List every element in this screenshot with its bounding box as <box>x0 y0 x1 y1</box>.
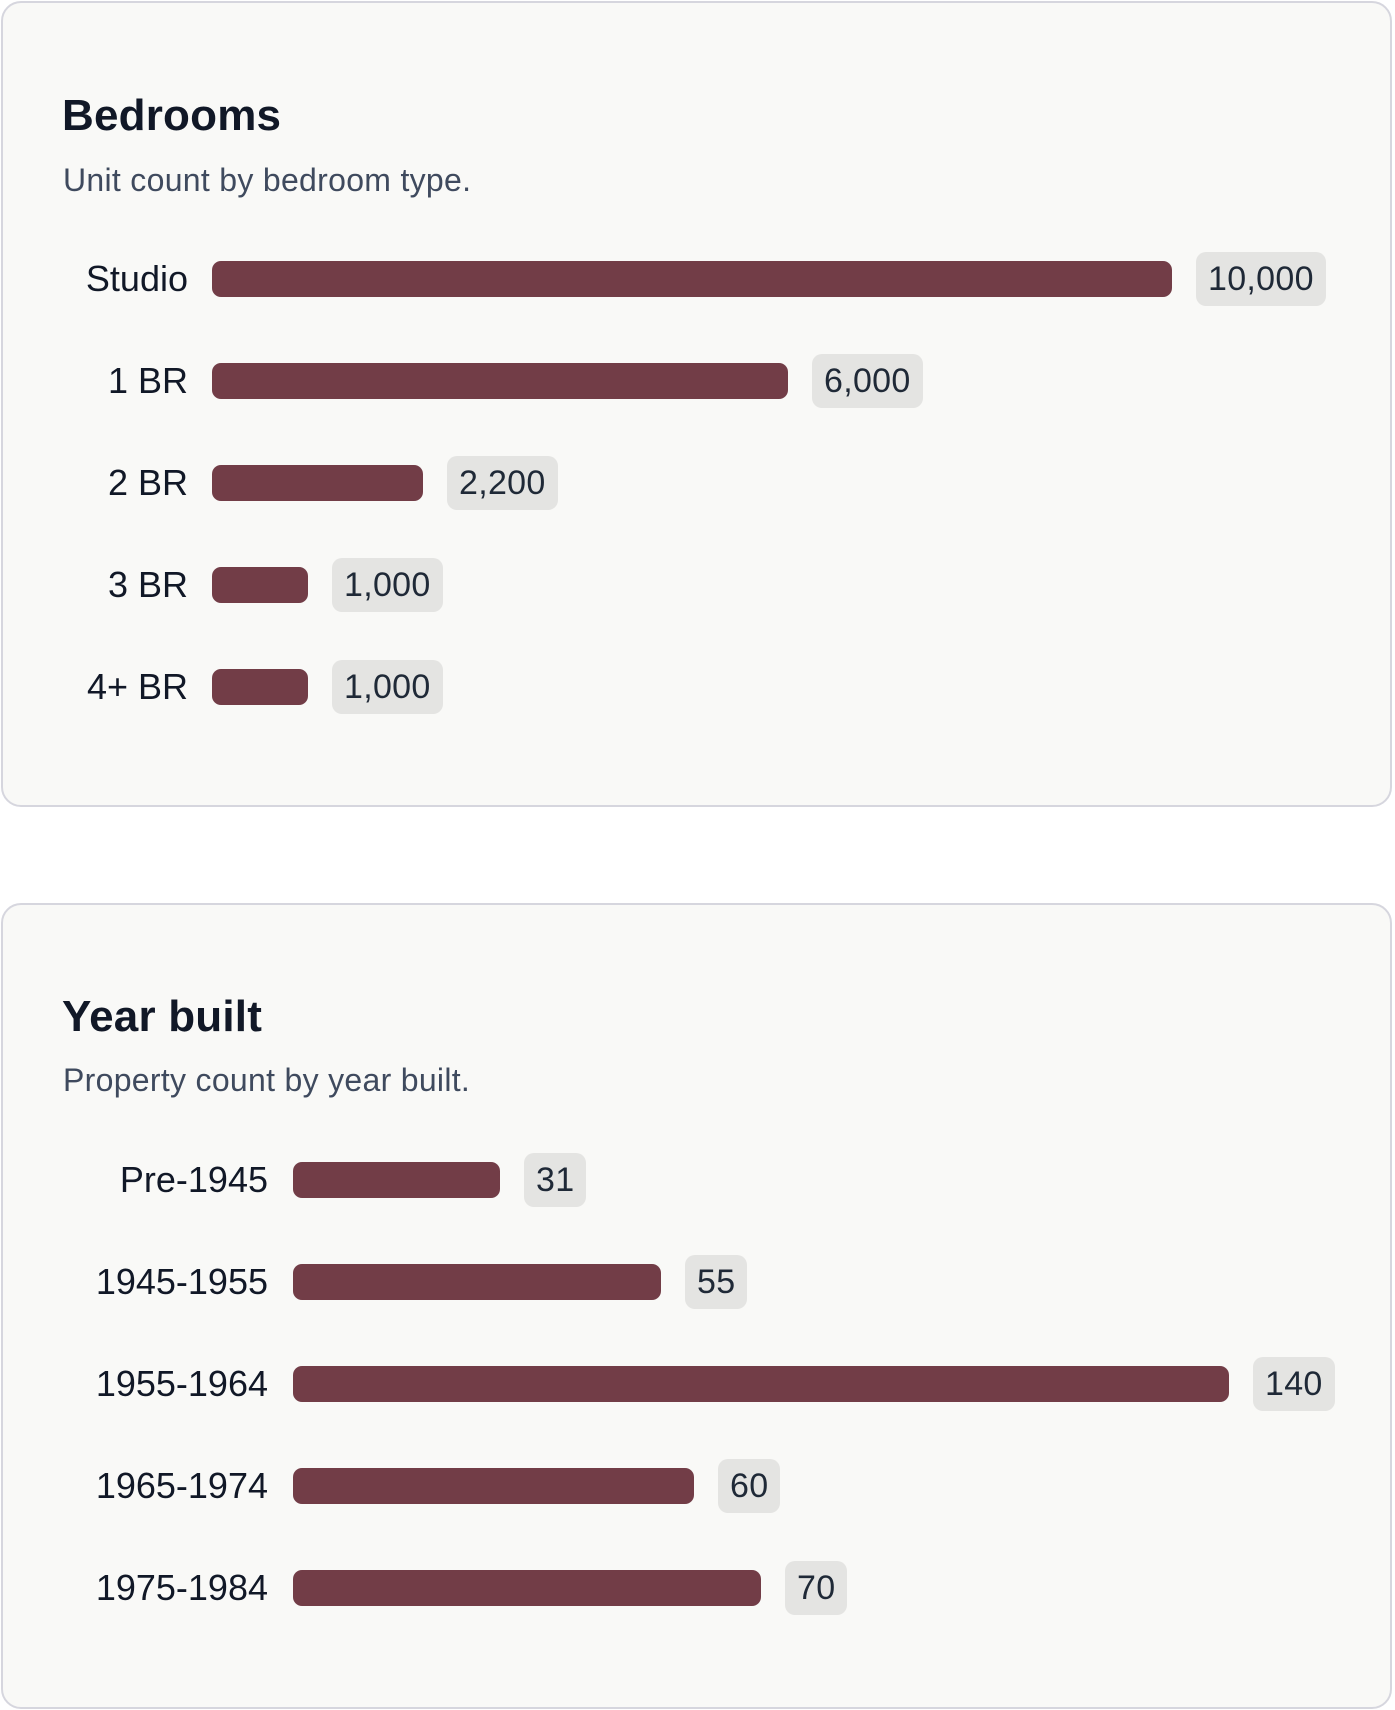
bedrooms-category-label: 4+ BR <box>86 666 188 707</box>
year-built-bar-pre-1945 <box>293 1162 500 1198</box>
year-built-row-pre-1945: Pre-1945 31 <box>3 1150 1390 1210</box>
bedrooms-bar-3-br <box>212 567 308 603</box>
year-built-value-label: 55 <box>685 1255 748 1309</box>
bedrooms-bar-studio <box>212 261 1172 297</box>
bedrooms-card: Bedrooms Unit count by bedroom type. Stu… <box>1 1 1392 807</box>
year-built-category-label: 1965-1974 <box>95 1465 268 1506</box>
bedrooms-category-label: 3 BR <box>107 564 188 605</box>
bedrooms-title: Bedrooms <box>62 91 282 140</box>
bedrooms-value-label: 10,000 <box>1196 252 1326 306</box>
year-built-bar-chart: Pre-1945 31 1945-1955 55 1955-1964 140 1965-19… <box>3 905 1390 1707</box>
bedrooms-row-1-br: 1 BR 6,000 <box>3 351 1390 411</box>
year-built-bar-1955-1964 <box>293 1366 1229 1402</box>
year-built-value-label: 31 <box>524 1153 587 1207</box>
year-built-row-1975-1984: 1975-1984 70 <box>3 1558 1390 1618</box>
bedrooms-category-label: 1 BR <box>107 360 188 401</box>
bedrooms-bar-2-br <box>212 465 423 501</box>
bedrooms-bar-1-br <box>212 363 788 399</box>
bedrooms-subtitle: Unit count by bedroom type. <box>63 162 472 198</box>
bedrooms-bar-chart: Studio 10,000 1 BR 6,000 2 BR 2,200 3 BR 1,000 4… <box>3 3 1390 805</box>
bedrooms-category-label: 2 BR <box>107 462 188 503</box>
year-built-row-1945-1955: 1945-1955 55 <box>3 1252 1390 1312</box>
bedrooms-value-label: 2,200 <box>447 456 558 510</box>
year-built-category-label: 1945-1955 <box>95 1261 268 1302</box>
bedrooms-row-2-br: 2 BR 2,200 <box>3 453 1390 513</box>
year-built-bar-1965-1974 <box>293 1468 694 1504</box>
year-built-value-label: 60 <box>718 1459 781 1513</box>
bedrooms-category-label: Studio <box>85 258 188 299</box>
year-built-value-label: 70 <box>785 1561 848 1615</box>
bedrooms-bar-4plus-br <box>212 669 308 705</box>
year-built-category-label: 1975-1984 <box>95 1567 268 1608</box>
year-built-value-label: 140 <box>1253 1357 1335 1411</box>
year-built-category-label: Pre-1945 <box>119 1159 268 1200</box>
year-built-category-label: 1955-1964 <box>95 1363 268 1404</box>
bedrooms-value-label: 1,000 <box>332 558 443 612</box>
year-built-bar-1945-1955 <box>293 1264 661 1300</box>
year-built-row-1965-1974: 1965-1974 60 <box>3 1456 1390 1516</box>
year-built-card: Year built Property count by year built.… <box>1 903 1392 1709</box>
year-built-title: Year built <box>62 992 263 1041</box>
bedrooms-row-studio: Studio 10,000 <box>3 249 1390 309</box>
year-built-subtitle: Property count by year built. <box>63 1062 471 1098</box>
year-built-row-1955-1964: 1955-1964 140 <box>3 1354 1390 1414</box>
bedrooms-row-4plus-br: 4+ BR 1,000 <box>3 657 1390 717</box>
bedrooms-value-label: 1,000 <box>332 660 443 714</box>
bedrooms-value-label: 6,000 <box>812 354 923 408</box>
bedrooms-row-3-br: 3 BR 1,000 <box>3 555 1390 615</box>
year-built-bar-1975-1984 <box>293 1570 761 1606</box>
